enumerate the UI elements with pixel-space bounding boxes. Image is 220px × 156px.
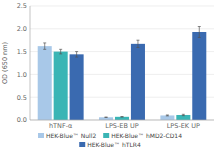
plot-area <box>38 27 207 120</box>
bar <box>131 44 145 120</box>
x-tick-label: LPS-EB UP <box>105 122 138 130</box>
error-bar <box>121 116 124 117</box>
error-bar <box>198 27 201 38</box>
legend-item: HEK-Blue™ Null2 <box>38 132 96 139</box>
error-bar <box>105 117 108 118</box>
grid-line <box>30 120 214 121</box>
legend-item: HEK-Blue™ hMD2-CD14 <box>103 132 182 139</box>
legend-item: HEK-Blue™ hTLR4 <box>79 141 141 148</box>
y-tick-label: 0.5 <box>17 94 27 102</box>
error-bar <box>136 40 139 47</box>
bar <box>38 46 52 120</box>
error-bar <box>43 43 46 49</box>
error-bar <box>166 114 169 116</box>
grid-line <box>30 6 214 7</box>
grid-line <box>30 28 214 29</box>
bar <box>176 115 190 120</box>
legend-label: HEK-Blue™ hTLR4 <box>87 141 141 148</box>
y-axis <box>30 6 31 120</box>
legend-swatch <box>79 142 85 147</box>
y-axis-label: OD (650 nm) <box>1 42 9 84</box>
y-tick-label: 2.0 <box>17 25 27 33</box>
y-tick-label: 1.0 <box>17 71 27 79</box>
legend-swatch <box>38 133 44 138</box>
bar <box>115 117 129 120</box>
y-tick-label: 1.5 <box>17 48 27 56</box>
bar <box>160 115 174 120</box>
bar <box>54 52 68 120</box>
error-bar <box>75 52 78 57</box>
chart: 0.0 0.5 1.0 1.5 2.0 2.5 OD (650 nm) hTNF-α LPS-E… <box>0 0 220 156</box>
x-tick-label: LPS-EK UP <box>167 122 200 130</box>
bar <box>192 32 206 120</box>
error-bar <box>182 114 185 115</box>
bar <box>70 54 84 120</box>
y-tick-label: 2.5 <box>17 2 27 10</box>
legend-label: HEK-Blue™ Null2 <box>46 132 96 139</box>
error-bar <box>59 49 62 54</box>
y-tick-label: 0.0 <box>17 116 27 124</box>
bar <box>99 117 113 120</box>
legend: HEK-Blue™ Null2 HEK-Blue™ hMD2-CD14 HEK-Bl… <box>38 132 182 148</box>
legend-swatch <box>103 133 109 138</box>
x-tick-label: hTNF-α <box>49 122 72 130</box>
x-axis <box>30 120 214 121</box>
legend-label: HEK-Blue™ hMD2-CD14 <box>111 132 182 139</box>
